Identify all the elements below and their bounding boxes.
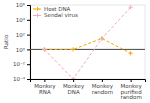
y-tick-mark (27, 49, 30, 50)
legend-marker (36, 7, 40, 11)
y-tick-mark (27, 64, 30, 65)
plot-area: 10⁻⁴10⁻²10⁰10²10⁴10⁶MonkeyRNAMonkeyDNAMo… (13, 2, 146, 100)
y-tick-label: 10⁻² (13, 61, 25, 67)
x-axis-line (31, 80, 146, 83)
y-tick: 10⁻² (13, 61, 30, 67)
y-tick-mark (27, 20, 30, 21)
x-tick-mark (73, 79, 74, 82)
y-tick-mark (27, 5, 30, 6)
x-tick-label-line: random (120, 94, 141, 100)
series-marker (71, 47, 75, 51)
y-tick: 10⁴ (16, 17, 30, 23)
y-tick-label: 10⁰ (16, 47, 26, 53)
series-marker (128, 51, 132, 55)
chart: 10⁻⁴10⁻²10⁰10²10⁴10⁶MonkeyRNAMonkeyDNAMo… (0, 0, 150, 103)
x-tick-label: Monkeypurifiedrandom (120, 83, 142, 101)
y-tick-label: 10⁶ (16, 2, 26, 8)
x-tick-mark (44, 79, 45, 82)
y-tick: 10⁶ (16, 2, 30, 8)
series-marker (100, 36, 104, 40)
legend-item: Host DNA (33, 6, 71, 12)
plot-frame (30, 5, 145, 79)
legend: Host DNASendai virus (33, 6, 78, 18)
x-tick-label: Monkeyrandom (92, 83, 114, 95)
series-line (44, 7, 130, 79)
series-marker (71, 77, 75, 79)
series-line (44, 38, 130, 53)
x-tick: Monkeypurifiedrandom (120, 79, 142, 100)
series-marker (42, 47, 46, 51)
series-marker (100, 36, 104, 40)
y-tick-label: 10⁴ (16, 17, 26, 23)
legend-label: Sendai virus (44, 12, 78, 18)
y-axis-title: Ratio (3, 34, 9, 49)
y-tick: 10⁰ (16, 47, 30, 53)
y-tick: 10⁻⁴ (13, 76, 30, 82)
legend-label: Host DNA (44, 6, 71, 12)
y-tick-label: 10² (16, 32, 25, 38)
x-tick-label-line: DNA (68, 89, 80, 95)
x-tick-mark (102, 79, 103, 82)
x-axis: MonkeyRNA MonkeyDNA Monkeyrandom Monkeypuri… (31, 79, 146, 100)
y-axis: 10⁻⁴ 10⁻² 10⁰ 10² 10⁴ 10⁶ (13, 2, 31, 82)
series-marker (128, 5, 132, 9)
y-tick-label: 10⁻⁴ (13, 76, 26, 82)
legend-item: Sendai virus (33, 12, 78, 18)
y-tick-mark (27, 79, 30, 80)
x-tick: MonkeyRNA (34, 79, 56, 95)
x-tick: Monkeyrandom (92, 79, 114, 95)
x-tick-mark (131, 79, 132, 82)
legend-marker (36, 14, 40, 18)
x-tick-label-line: RNA (39, 89, 51, 95)
x-tick-label: MonkeyRNA (34, 83, 56, 95)
y-tick-mark (27, 35, 30, 36)
y-axis-line (27, 6, 31, 80)
x-tick-label-line: random (92, 89, 113, 95)
marks (30, 5, 145, 79)
x-tick: MonkeyDNA (63, 79, 85, 95)
x-tick-label: MonkeyDNA (63, 83, 85, 95)
y-tick: 10² (16, 32, 30, 38)
